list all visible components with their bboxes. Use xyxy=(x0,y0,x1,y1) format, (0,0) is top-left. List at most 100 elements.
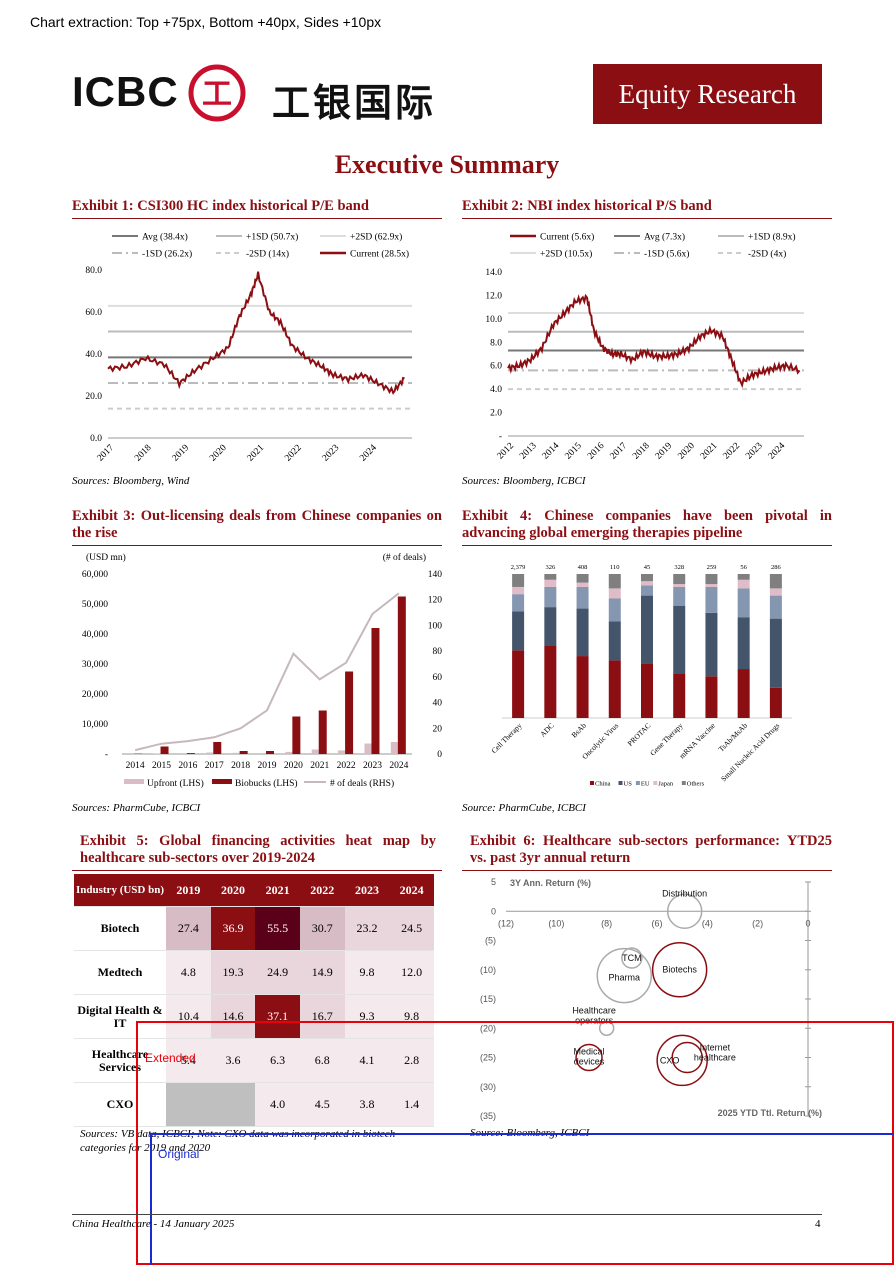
legend-label: Avg (38.4x) xyxy=(142,232,188,243)
stack-segment-us xyxy=(544,607,556,646)
exhibit2-source: Sources: Bloomberg, ICBCI xyxy=(462,475,586,487)
x-tick-label: 2017 xyxy=(205,761,224,771)
footer-rule xyxy=(72,1214,822,1215)
heatmap-cell: 27.4 xyxy=(166,907,211,951)
x-tick-label: 2019 xyxy=(171,443,192,464)
x-tick-label: PROTAC xyxy=(626,721,653,748)
legend-label: -2SD (4x) xyxy=(748,249,786,260)
heatmap-header-year: 2022 xyxy=(300,874,345,907)
exhibit4-title: Exhibit 4: Chinese companies have been p… xyxy=(462,508,832,542)
exhibit1-source: Sources: Bloomberg, Wind xyxy=(72,475,189,487)
y-tick-label: (10) xyxy=(480,965,496,975)
exhibit2-title: Exhibit 2: NBI index historical P/S band xyxy=(462,198,832,215)
legend-label: # of deals (RHS) xyxy=(330,778,394,789)
bubble-label: Biotechs xyxy=(662,965,697,975)
x-tick-label: 2014 xyxy=(126,761,145,771)
upfront-bar xyxy=(180,753,187,754)
heatmap-cell: 24.9 xyxy=(255,951,300,995)
y-tick-label: 30,000 xyxy=(82,660,108,670)
right-unit-label: (# of deals) xyxy=(383,552,426,563)
stack-segment-others xyxy=(512,574,524,587)
x-tick-label: 2015 xyxy=(563,441,584,462)
legend-swatch xyxy=(682,781,686,785)
legend-swatch xyxy=(212,779,232,784)
stack-segment-japan xyxy=(512,587,524,594)
y-tick-label: 2.0 xyxy=(490,409,502,419)
x-tick-label: 2017 xyxy=(96,443,117,464)
stack-segment-china xyxy=(641,663,653,718)
total-label: 259 xyxy=(707,564,717,571)
exhibit1-rule xyxy=(72,218,442,219)
y-tick-label: 8.0 xyxy=(490,338,502,348)
y2-tick-label: 140 xyxy=(428,570,442,580)
stack-segment-eu xyxy=(738,588,750,617)
heatmap-header-year: 2020 xyxy=(211,874,256,907)
x-tick-label: 2020 xyxy=(676,441,697,462)
stack-segment-japan xyxy=(544,580,556,587)
stack-segment-japan xyxy=(770,588,782,595)
x-tick-label: (6) xyxy=(652,918,663,928)
legend-swatch xyxy=(653,781,657,785)
stack-segment-others xyxy=(609,574,621,588)
y-tick-label: - xyxy=(105,750,108,760)
stack-segment-china xyxy=(770,688,782,718)
seal-character: 工 xyxy=(202,77,232,112)
x-tick-label: 2024 xyxy=(389,761,408,771)
stack-segment-japan xyxy=(738,580,750,589)
upfront-bar xyxy=(312,750,319,755)
legend-label: +1SD (50.7x) xyxy=(246,232,298,243)
y-tick-label: 60.0 xyxy=(85,308,102,318)
stack-segment-china xyxy=(705,676,717,718)
left-unit-label: (USD mn) xyxy=(86,552,126,563)
x-tick-label: (2) xyxy=(752,918,763,928)
y2-tick-label: 40 xyxy=(433,699,443,709)
exhibit4-rule xyxy=(462,545,832,546)
stack-segment-others xyxy=(738,574,750,580)
y-tick-label: 10.0 xyxy=(485,315,502,325)
x-tick-label: 2023 xyxy=(321,443,342,464)
y-axis-label: 3Y Ann. Return (%) xyxy=(510,878,591,888)
y-tick-label: 0 xyxy=(491,906,496,916)
exhibit2-rule xyxy=(462,218,832,219)
biobucks-bar xyxy=(371,628,379,754)
exhibit6-title: Exhibit 6: Healthcare sub-sectors perfor… xyxy=(470,833,832,867)
heatmap-header-year: 2021 xyxy=(255,874,300,907)
bubble-label: Pharma xyxy=(609,972,641,982)
stack-segment-japan xyxy=(673,584,685,587)
y2-tick-label: 100 xyxy=(428,621,442,631)
stack-segment-us xyxy=(738,617,750,669)
exhibit2-chart: Current (5.6x)Avg (7.3x)+1SD (8.9x)+2SD … xyxy=(462,222,832,472)
x-tick-label: 2022 xyxy=(722,441,743,462)
legend-label: China xyxy=(595,781,611,788)
legend-swatch xyxy=(590,781,594,785)
x-tick-label: 2019 xyxy=(258,761,277,771)
exhibit3-chart: (USD mn)(# of deals)-10,00020,00030,0004… xyxy=(72,548,442,796)
stack-segment-eu xyxy=(705,587,717,613)
stack-segment-china xyxy=(544,646,556,718)
original-label: Original xyxy=(158,1147,199,1161)
x-tick-label: 2020 xyxy=(208,443,229,464)
stack-segment-eu xyxy=(609,598,621,621)
exhibit1-chart: Avg (38.4x)+1SD (50.7x)+2SD (62.9x)-1SD … xyxy=(72,222,442,472)
x-tick-label: Cell Therapy xyxy=(489,721,523,755)
biobucks-bar xyxy=(398,597,406,755)
page-title: Executive Summary xyxy=(0,150,894,180)
x-tick-label: 2014 xyxy=(541,441,562,462)
y-tick-label: 60,000 xyxy=(82,570,108,580)
total-label: 326 xyxy=(545,564,556,571)
stack-segment-china xyxy=(609,660,621,718)
stack-segment-eu xyxy=(641,586,653,596)
extended-label: Extended xyxy=(145,1051,196,1065)
x-tick-label: ADC xyxy=(538,721,556,739)
legend-label: +2SD (10.5x) xyxy=(540,249,592,260)
legend-label: -2SD (14x) xyxy=(246,249,289,260)
y-tick-label: 10,000 xyxy=(82,720,108,730)
biobucks-bar xyxy=(187,753,195,754)
legend-label: Upfront (LHS) xyxy=(147,778,204,789)
upfront-bar xyxy=(259,753,266,754)
biobucks-bar xyxy=(266,751,274,754)
stack-segment-china xyxy=(738,669,750,718)
